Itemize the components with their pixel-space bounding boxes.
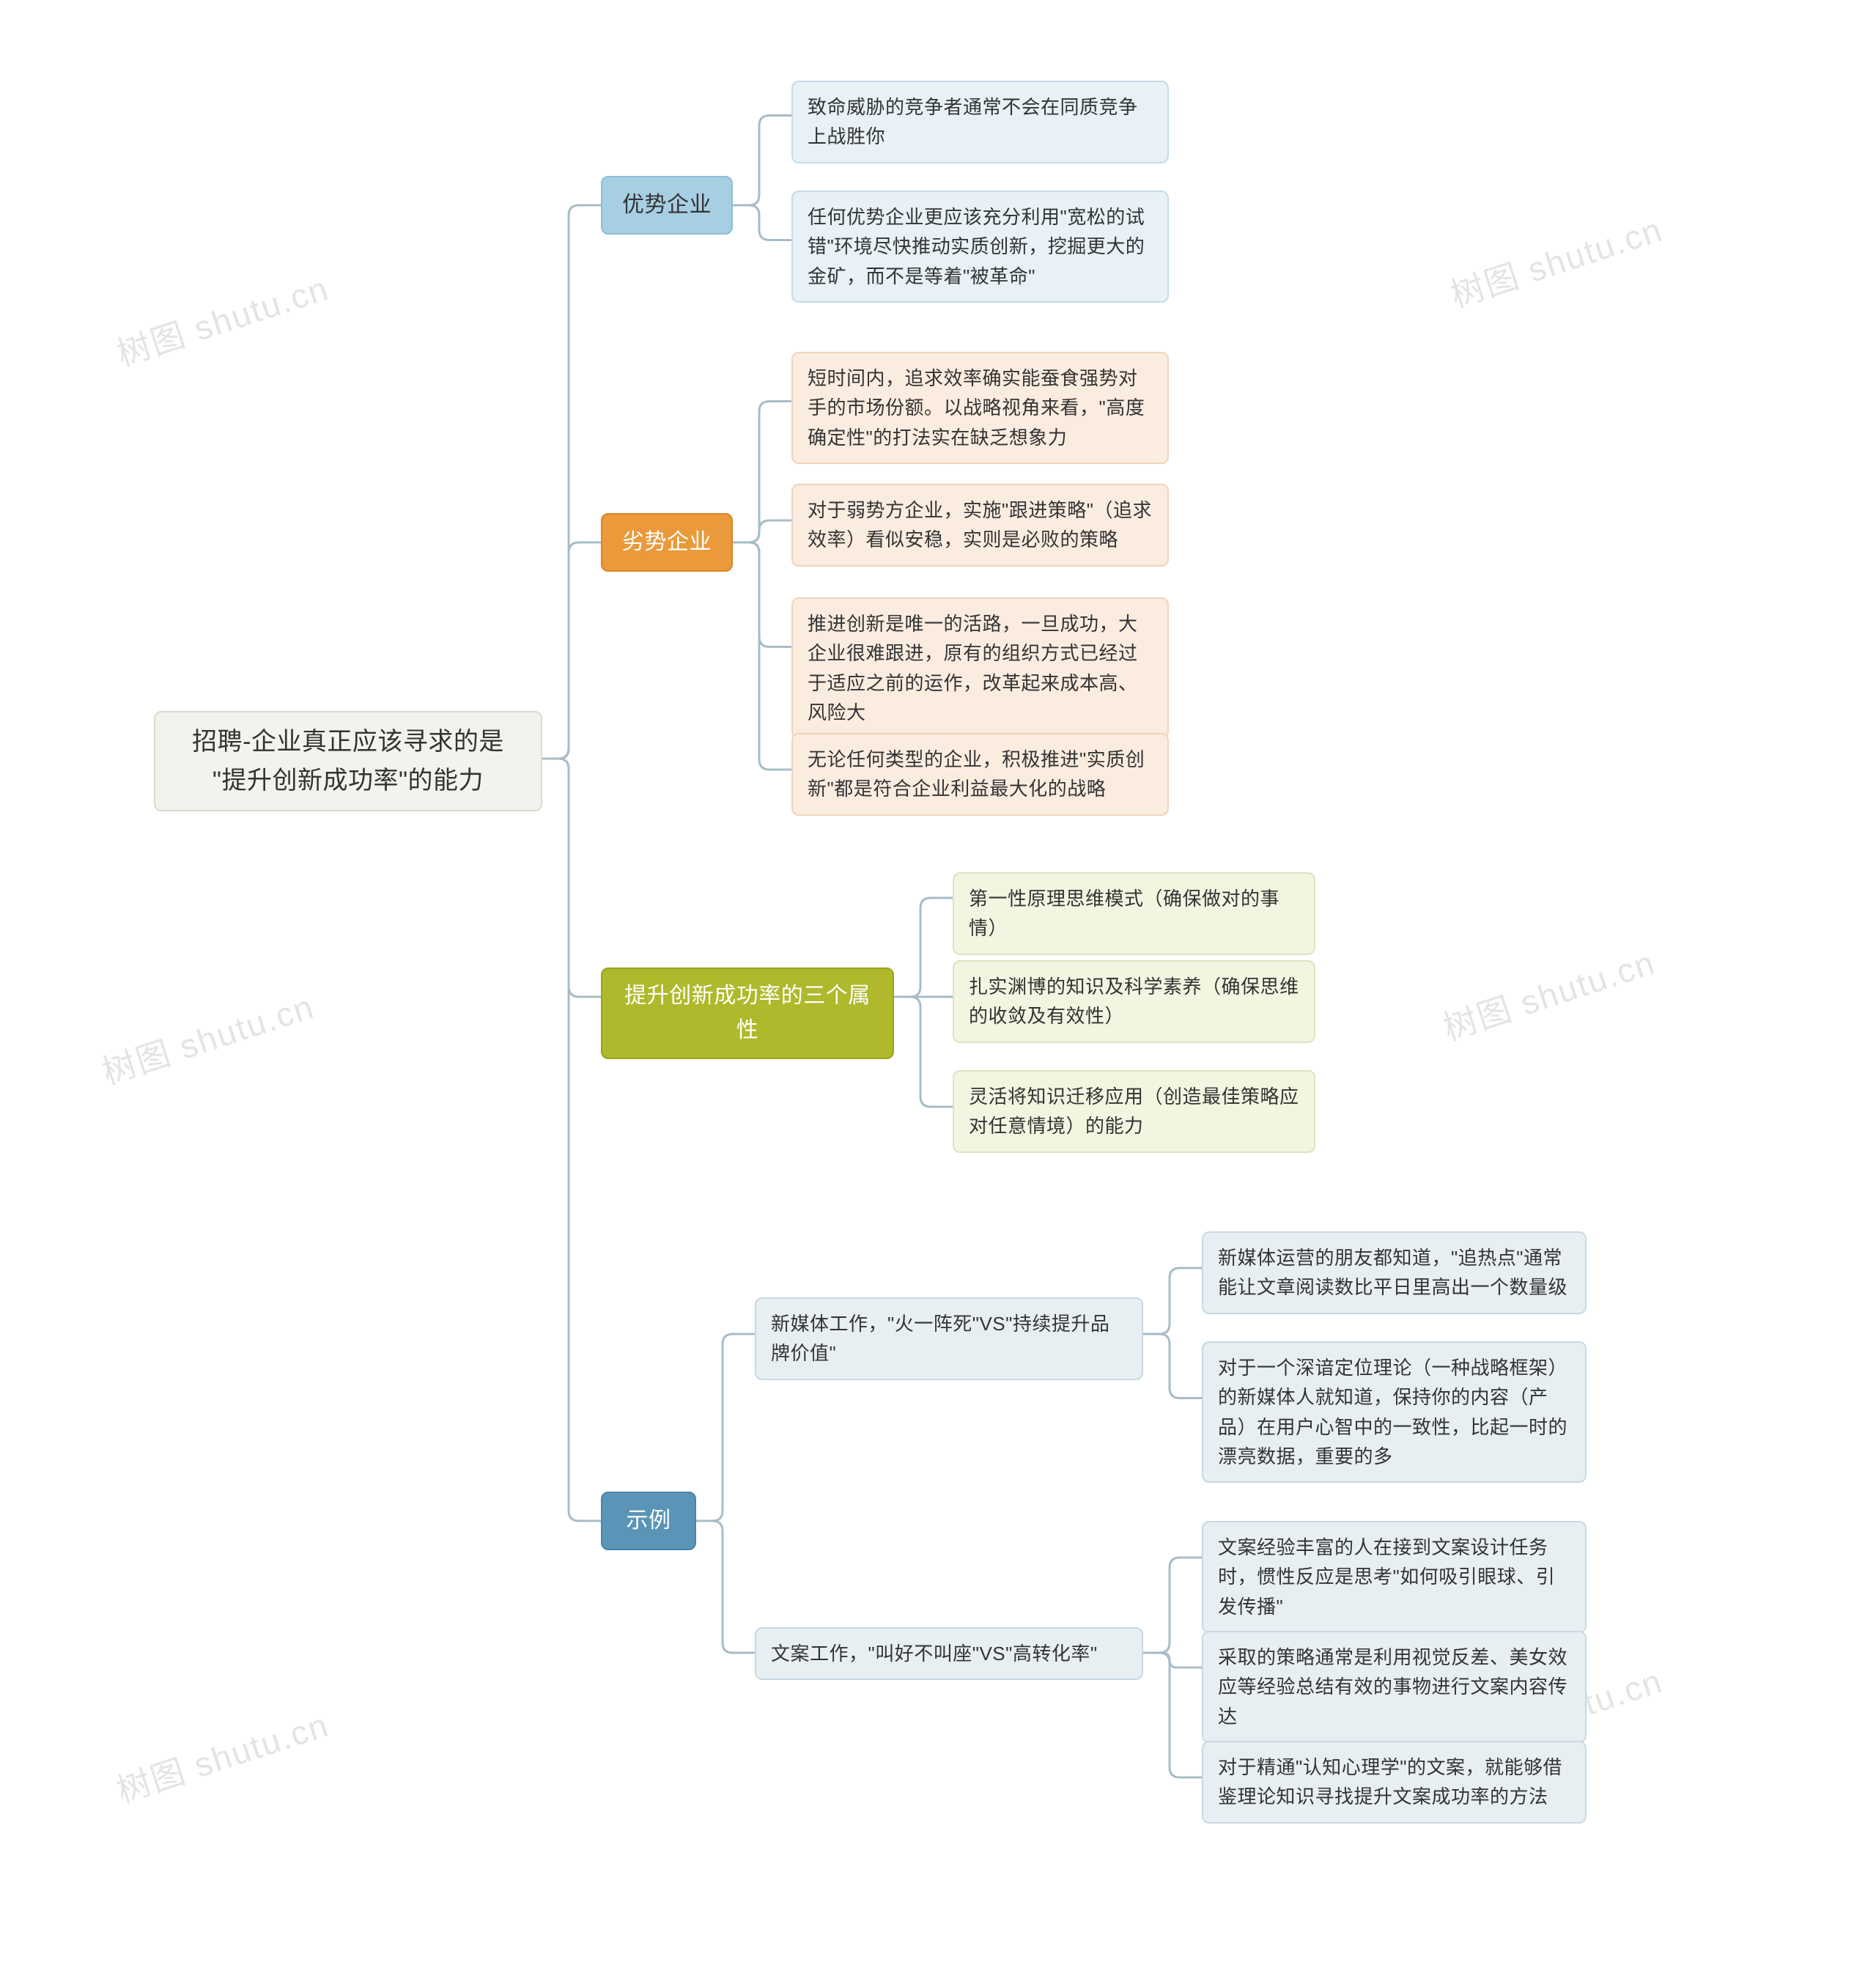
watermark: 树图 shutu.cn <box>1444 203 1668 317</box>
mindmap-canvas: 树图 shutu.cn 树图 shutu.cn 树图 shutu.cn 树图 shut… <box>0 0 1876 1968</box>
leaf-node: 新媒体运营的朋友都知道，"追热点"通常能让文章阅读数比平日里高出一个数量级 <box>1202 1231 1587 1314</box>
branch-node: 劣势企业 <box>601 513 733 572</box>
connector <box>542 205 601 759</box>
watermark: 树图 shutu.cn <box>95 980 320 1094</box>
subgroup-node: 文案工作，"叫好不叫座"VS"高转化率" <box>755 1627 1143 1680</box>
connector <box>733 402 791 543</box>
leaf-node: 任何优势企业更应该充分利用"宽松的试错"环境尽快推动实质创新，挖掘更大的金矿，而… <box>791 191 1169 303</box>
connector <box>733 116 791 206</box>
connector <box>733 520 791 542</box>
connector <box>1143 1653 1202 1777</box>
branch-node: 提升创新成功率的三个属性 <box>601 968 894 1059</box>
connector <box>733 205 791 240</box>
root-node: 招聘-企业真正应该寻求的是"提升创新成功率"的能力 <box>154 711 542 811</box>
leaf-node: 扎实渊博的知识及科学素养（确保思维的收敛及有效性） <box>953 960 1315 1043</box>
branch-node: 优势企业 <box>601 176 733 235</box>
connector <box>894 898 953 997</box>
leaf-node: 第一性原理思维模式（确保做对的事情） <box>953 872 1315 955</box>
leaf-node: 对于弱势方企业，实施"跟进策略"（追求效率）看似安稳，实则是必败的策略 <box>791 484 1169 567</box>
branch-node: 示例 <box>601 1492 696 1550</box>
subgroup-node: 新媒体工作，"火一阵死"VS"持续提升品牌价值" <box>755 1297 1143 1380</box>
connector <box>542 542 601 759</box>
leaf-node: 文案经验丰富的人在接到文案设计任务时，惯性反应是思考"如何吸引眼球、引发传播" <box>1202 1521 1587 1633</box>
connector <box>894 997 953 1107</box>
connector <box>1143 1268 1202 1334</box>
connector <box>1143 1334 1202 1398</box>
connector <box>542 759 601 1521</box>
leaf-node: 无论任何类型的企业，积极推进"实质创新"都是符合企业利益最大化的战略 <box>791 733 1169 816</box>
watermark: 树图 shutu.cn <box>1436 936 1661 1050</box>
connector <box>733 542 791 770</box>
leaf-node: 采取的策略通常是利用视觉反差、美女效应等经验总结有效的事物进行文案内容传达 <box>1202 1631 1587 1743</box>
connector <box>1143 1653 1202 1667</box>
leaf-node: 致命威胁的竞争者通常不会在同质竞争上战胜你 <box>791 81 1169 163</box>
watermark: 树图 shutu.cn <box>110 1698 334 1813</box>
connector <box>733 542 791 647</box>
connector <box>696 1334 755 1521</box>
leaf-node: 灵活将知识迁移应用（创造最佳策略应对任意情境）的能力 <box>953 1070 1315 1153</box>
connector <box>696 1521 755 1653</box>
leaf-node: 对于一个深谙定位理论（一种战略框架）的新媒体人就知道，保持你的内容（产品）在用户… <box>1202 1341 1587 1483</box>
connector <box>1143 1558 1202 1653</box>
leaf-node: 推进创新是唯一的活路，一旦成功，大企业很难跟进，原有的组织方式已经过于适应之前的… <box>791 597 1169 739</box>
leaf-node: 对于精通"认知心理学"的文案，就能够借鉴理论知识寻找提升文案成功率的方法 <box>1202 1741 1587 1824</box>
watermark: 树图 shutu.cn <box>110 262 334 376</box>
connector <box>542 759 601 997</box>
leaf-node: 短时间内，追求效率确实能蚕食强势对手的市场份额。以战略视角来看，"高度确定性"的… <box>791 352 1169 464</box>
